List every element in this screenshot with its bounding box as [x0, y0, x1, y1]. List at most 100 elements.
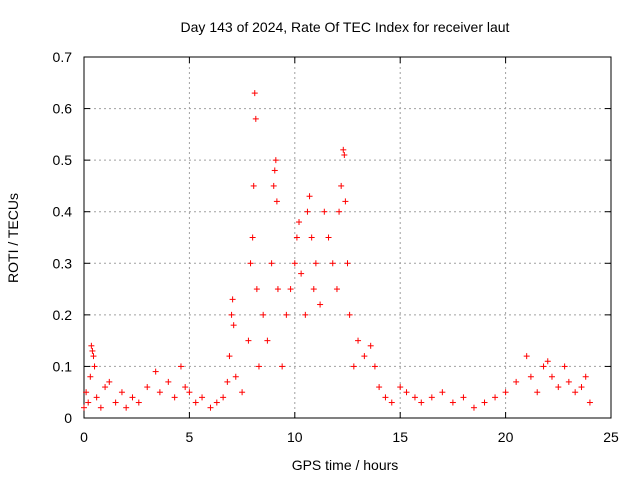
data-point	[340, 146, 347, 153]
data-point	[81, 404, 87, 411]
data-point	[308, 234, 315, 241]
data-point	[264, 337, 271, 344]
data-point	[376, 384, 383, 391]
data-point	[251, 90, 258, 97]
data-point	[304, 208, 311, 215]
data-point	[245, 337, 252, 344]
data-point	[228, 311, 235, 318]
data-point	[460, 394, 467, 401]
data-point	[273, 198, 280, 205]
grid-layer	[84, 57, 611, 418]
data-point	[544, 358, 551, 365]
data-point	[93, 394, 100, 401]
data-point	[561, 363, 568, 370]
data-point	[177, 363, 184, 370]
data-point	[118, 389, 125, 396]
data-point	[123, 404, 130, 411]
data-point	[268, 260, 275, 267]
data-point	[274, 286, 281, 293]
data-point	[388, 399, 395, 406]
data-point	[355, 337, 362, 344]
data-point	[361, 353, 368, 360]
data-point	[220, 394, 227, 401]
y-tick-label: 0.2	[53, 307, 73, 323]
data-point	[91, 363, 98, 370]
plot-frame	[83, 56, 612, 419]
data-point	[250, 182, 257, 189]
data-point	[428, 394, 435, 401]
data-point	[207, 404, 214, 411]
data-point	[230, 322, 237, 329]
data-point	[578, 384, 585, 391]
data-point	[239, 389, 246, 396]
y-axis-title: ROTI / TECUs	[5, 193, 21, 283]
data-point	[271, 167, 278, 174]
chart-title: Day 143 of 2024, Rate Of TEC Index for r…	[181, 19, 510, 35]
data-point	[249, 234, 256, 241]
data-point	[582, 373, 589, 380]
data-point	[336, 208, 343, 215]
data-point	[171, 394, 178, 401]
data-point	[182, 384, 189, 391]
data-point	[252, 115, 259, 122]
data-point	[199, 394, 206, 401]
data-point	[283, 311, 290, 318]
data-point	[367, 342, 374, 349]
data-point	[344, 260, 351, 267]
data-point	[253, 286, 260, 293]
data-point	[342, 198, 349, 205]
data-point	[152, 368, 159, 375]
data-point	[90, 353, 97, 360]
data-point	[272, 157, 279, 164]
data-point	[350, 363, 357, 370]
data-point	[87, 373, 94, 380]
data-point	[279, 363, 286, 370]
data-point	[403, 389, 410, 396]
data-point	[213, 399, 220, 406]
data-point	[586, 399, 593, 406]
y-tick-label: 0.3	[53, 255, 73, 271]
y-tick-label: 0.5	[53, 152, 73, 168]
data-point	[135, 399, 142, 406]
data-point	[186, 389, 193, 396]
data-point	[338, 182, 345, 189]
y-tick-label: 0.7	[53, 49, 73, 65]
data-point	[165, 378, 172, 385]
y-tick-label: 0	[64, 410, 72, 426]
data-point	[333, 286, 340, 293]
data-point	[112, 399, 119, 406]
data-point	[449, 399, 456, 406]
data-point	[156, 389, 163, 396]
data-point	[572, 389, 579, 396]
data-point	[540, 363, 547, 370]
y-tick-label: 0.6	[53, 101, 73, 117]
data-point	[346, 311, 353, 318]
y-tick-label: 0.1	[53, 358, 73, 374]
data-point	[565, 378, 572, 385]
data-point	[260, 311, 267, 318]
data-point	[306, 193, 313, 200]
data-point	[523, 353, 530, 360]
data-point	[329, 260, 336, 267]
data-point	[129, 394, 136, 401]
data-point	[513, 378, 520, 385]
data-point	[83, 389, 90, 396]
marker-layer	[81, 90, 593, 411]
data-point	[232, 373, 239, 380]
x-tick-label: 10	[287, 429, 303, 445]
data-point	[85, 399, 92, 406]
data-point	[102, 384, 109, 391]
data-point	[534, 389, 541, 396]
data-point	[321, 208, 328, 215]
data-point	[229, 296, 236, 303]
data-point	[418, 399, 425, 406]
data-point	[492, 394, 499, 401]
data-point	[88, 342, 95, 349]
data-point	[144, 384, 151, 391]
data-point	[527, 373, 534, 380]
data-point	[270, 182, 277, 189]
data-point	[555, 384, 562, 391]
data-point	[255, 363, 262, 370]
x-tick-label: 5	[186, 429, 194, 445]
